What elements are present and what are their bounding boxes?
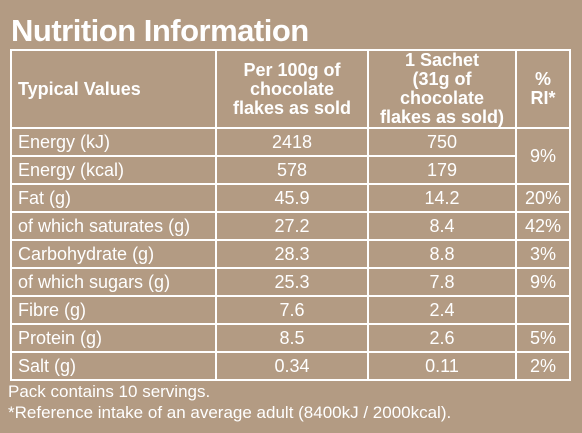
table-row: Fat (g) 45.9 14.2 20% [10,183,571,213]
nutrient-label: Fibre (g) [10,295,217,325]
ri-value [515,295,571,325]
reference-intake-note: *Reference intake of an average adult (8… [8,403,452,422]
per-100g-value: 25.3 [215,267,369,297]
header-ri-line: RI* [530,88,556,108]
header-ri-line: % [534,69,551,89]
ri-value: 42% [515,211,571,241]
footer-notes: Pack contains 10 servings. *Reference in… [8,381,451,423]
table-row: Energy (kcal) 578 179 [10,155,570,185]
header-per-100g-line: Per 100g of [243,59,341,80]
header-per-100g-line: chocolate [249,78,335,99]
per-sachet-value: 750 [367,127,517,157]
per-100g-value: 2418 [215,127,369,157]
per-sachet-value: 179 [367,155,517,185]
table-row: Fibre (g) 7.6 2.4 [10,295,571,325]
header-per-sachet-line: flakes as sold) [379,107,505,127]
per-100g-value: 28.3 [215,239,369,269]
ri-value: 2% [515,351,571,381]
energy-ri-value: 9% [515,127,571,185]
per-100g-value: 0.34 [215,351,369,381]
table-header-row: Typical Values Per 100g of chocolate fla… [10,49,571,129]
per-100g-value: 8.5 [215,323,369,353]
nutrient-label: Fat (g) [10,183,217,213]
per-sachet-value: 2.6 [367,323,517,353]
header-per-sachet-line: (31g of chocolate [399,69,485,108]
table-row: Carbohydrate (g) 28.3 8.8 3% [10,239,571,269]
header-per-100g: Per 100g of chocolate flakes as sold [215,49,369,129]
nutrient-label: Energy (kcal) [10,155,217,185]
ri-value: 20% [515,183,571,213]
nutrition-table: Typical Values Per 100g of chocolate fla… [10,49,571,381]
nutrient-label: Energy (kJ) [10,127,217,157]
nutrient-label: of which sugars (g) [10,267,217,297]
per-100g-value: 27.2 [215,211,369,241]
panel-title: Nutrition Information [11,13,309,48]
table-row: Energy (kJ) 2418 750 9% [10,127,571,185]
header-ri: % RI* [515,49,571,129]
table-row: Salt (g) 0.34 0.11 2% [10,351,571,381]
nutrient-label: of which saturates (g) [10,211,217,241]
nutrient-label: Salt (g) [10,351,217,381]
per-100g-value: 578 [215,155,369,185]
header-per-sachet-line: 1 Sachet [404,50,480,70]
header-typical-values: Typical Values [10,49,217,129]
servings-note: Pack contains 10 servings. [8,382,211,401]
ri-value: 3% [515,239,571,269]
per-100g-value: 7.6 [215,295,369,325]
nutrient-label: Carbohydrate (g) [10,239,217,269]
nutrient-label: Protein (g) [10,323,217,353]
per-sachet-value: 0.11 [367,351,517,381]
per-sachet-value: 2.4 [367,295,517,325]
header-per-sachet: 1 Sachet (31g of chocolate flakes as sol… [367,49,517,129]
table-row: of which sugars (g) 25.3 7.8 9% [10,267,571,297]
per-sachet-value: 14.2 [367,183,517,213]
table-row: Protein (g) 8.5 2.6 5% [10,323,571,353]
per-sachet-value: 8.8 [367,239,517,269]
ri-value: 9% [515,267,571,297]
ri-value: 5% [515,323,571,353]
table-row: of which saturates (g) 27.2 8.4 42% [10,211,571,241]
per-100g-value: 45.9 [215,183,369,213]
header-per-100g-line: flakes as sold [232,97,352,118]
per-sachet-value: 8.4 [367,211,517,241]
per-sachet-value: 7.8 [367,267,517,297]
